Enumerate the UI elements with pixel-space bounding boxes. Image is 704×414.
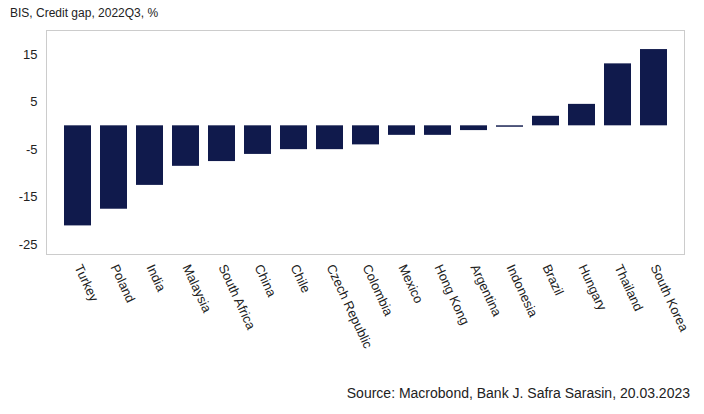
svg-text:Indonesia: Indonesia	[504, 262, 542, 320]
svg-text:Hong Kong: Hong Kong	[432, 262, 473, 327]
svg-text:Malaysia: Malaysia	[180, 262, 216, 316]
svg-text:Turkey: Turkey	[72, 262, 102, 304]
svg-text:Argentina: Argentina	[468, 262, 505, 319]
svg-text:Thailand: Thailand	[612, 262, 647, 314]
html-text:BIS, Credit gap, 2022Q3, %: BIS, Credit gap, 2022Q3, %	[10, 6, 159, 20]
svg-text:Poland: Poland	[108, 262, 139, 305]
svg-text:Chile: Chile	[288, 262, 314, 295]
svg-text:India: India	[144, 262, 170, 295]
svg-text:Mexico: Mexico	[396, 262, 427, 306]
svg-text:Colombia: Colombia	[360, 262, 397, 319]
svg-text:China: China	[252, 262, 280, 300]
svg-text:South Korea: South Korea	[648, 262, 692, 335]
svg-text:-15: -15	[19, 189, 38, 204]
svg-text:5: 5	[30, 94, 37, 109]
svg-text:Czech Republic: Czech Republic	[323, 261, 376, 351]
svg-text:-5: -5	[26, 142, 38, 157]
svg-text:-25: -25	[19, 237, 38, 252]
svg-text:South Africa: South Africa	[216, 262, 260, 333]
svg-text:Hungary: Hungary	[576, 262, 611, 313]
svg-text:15: 15	[23, 46, 37, 61]
svg-text:Brazil: Brazil	[540, 262, 567, 298]
html-text:Source: Macrobond, Bank J. Saf: Source: Macrobond, Bank J. Safra Sarasin…	[346, 385, 690, 401]
